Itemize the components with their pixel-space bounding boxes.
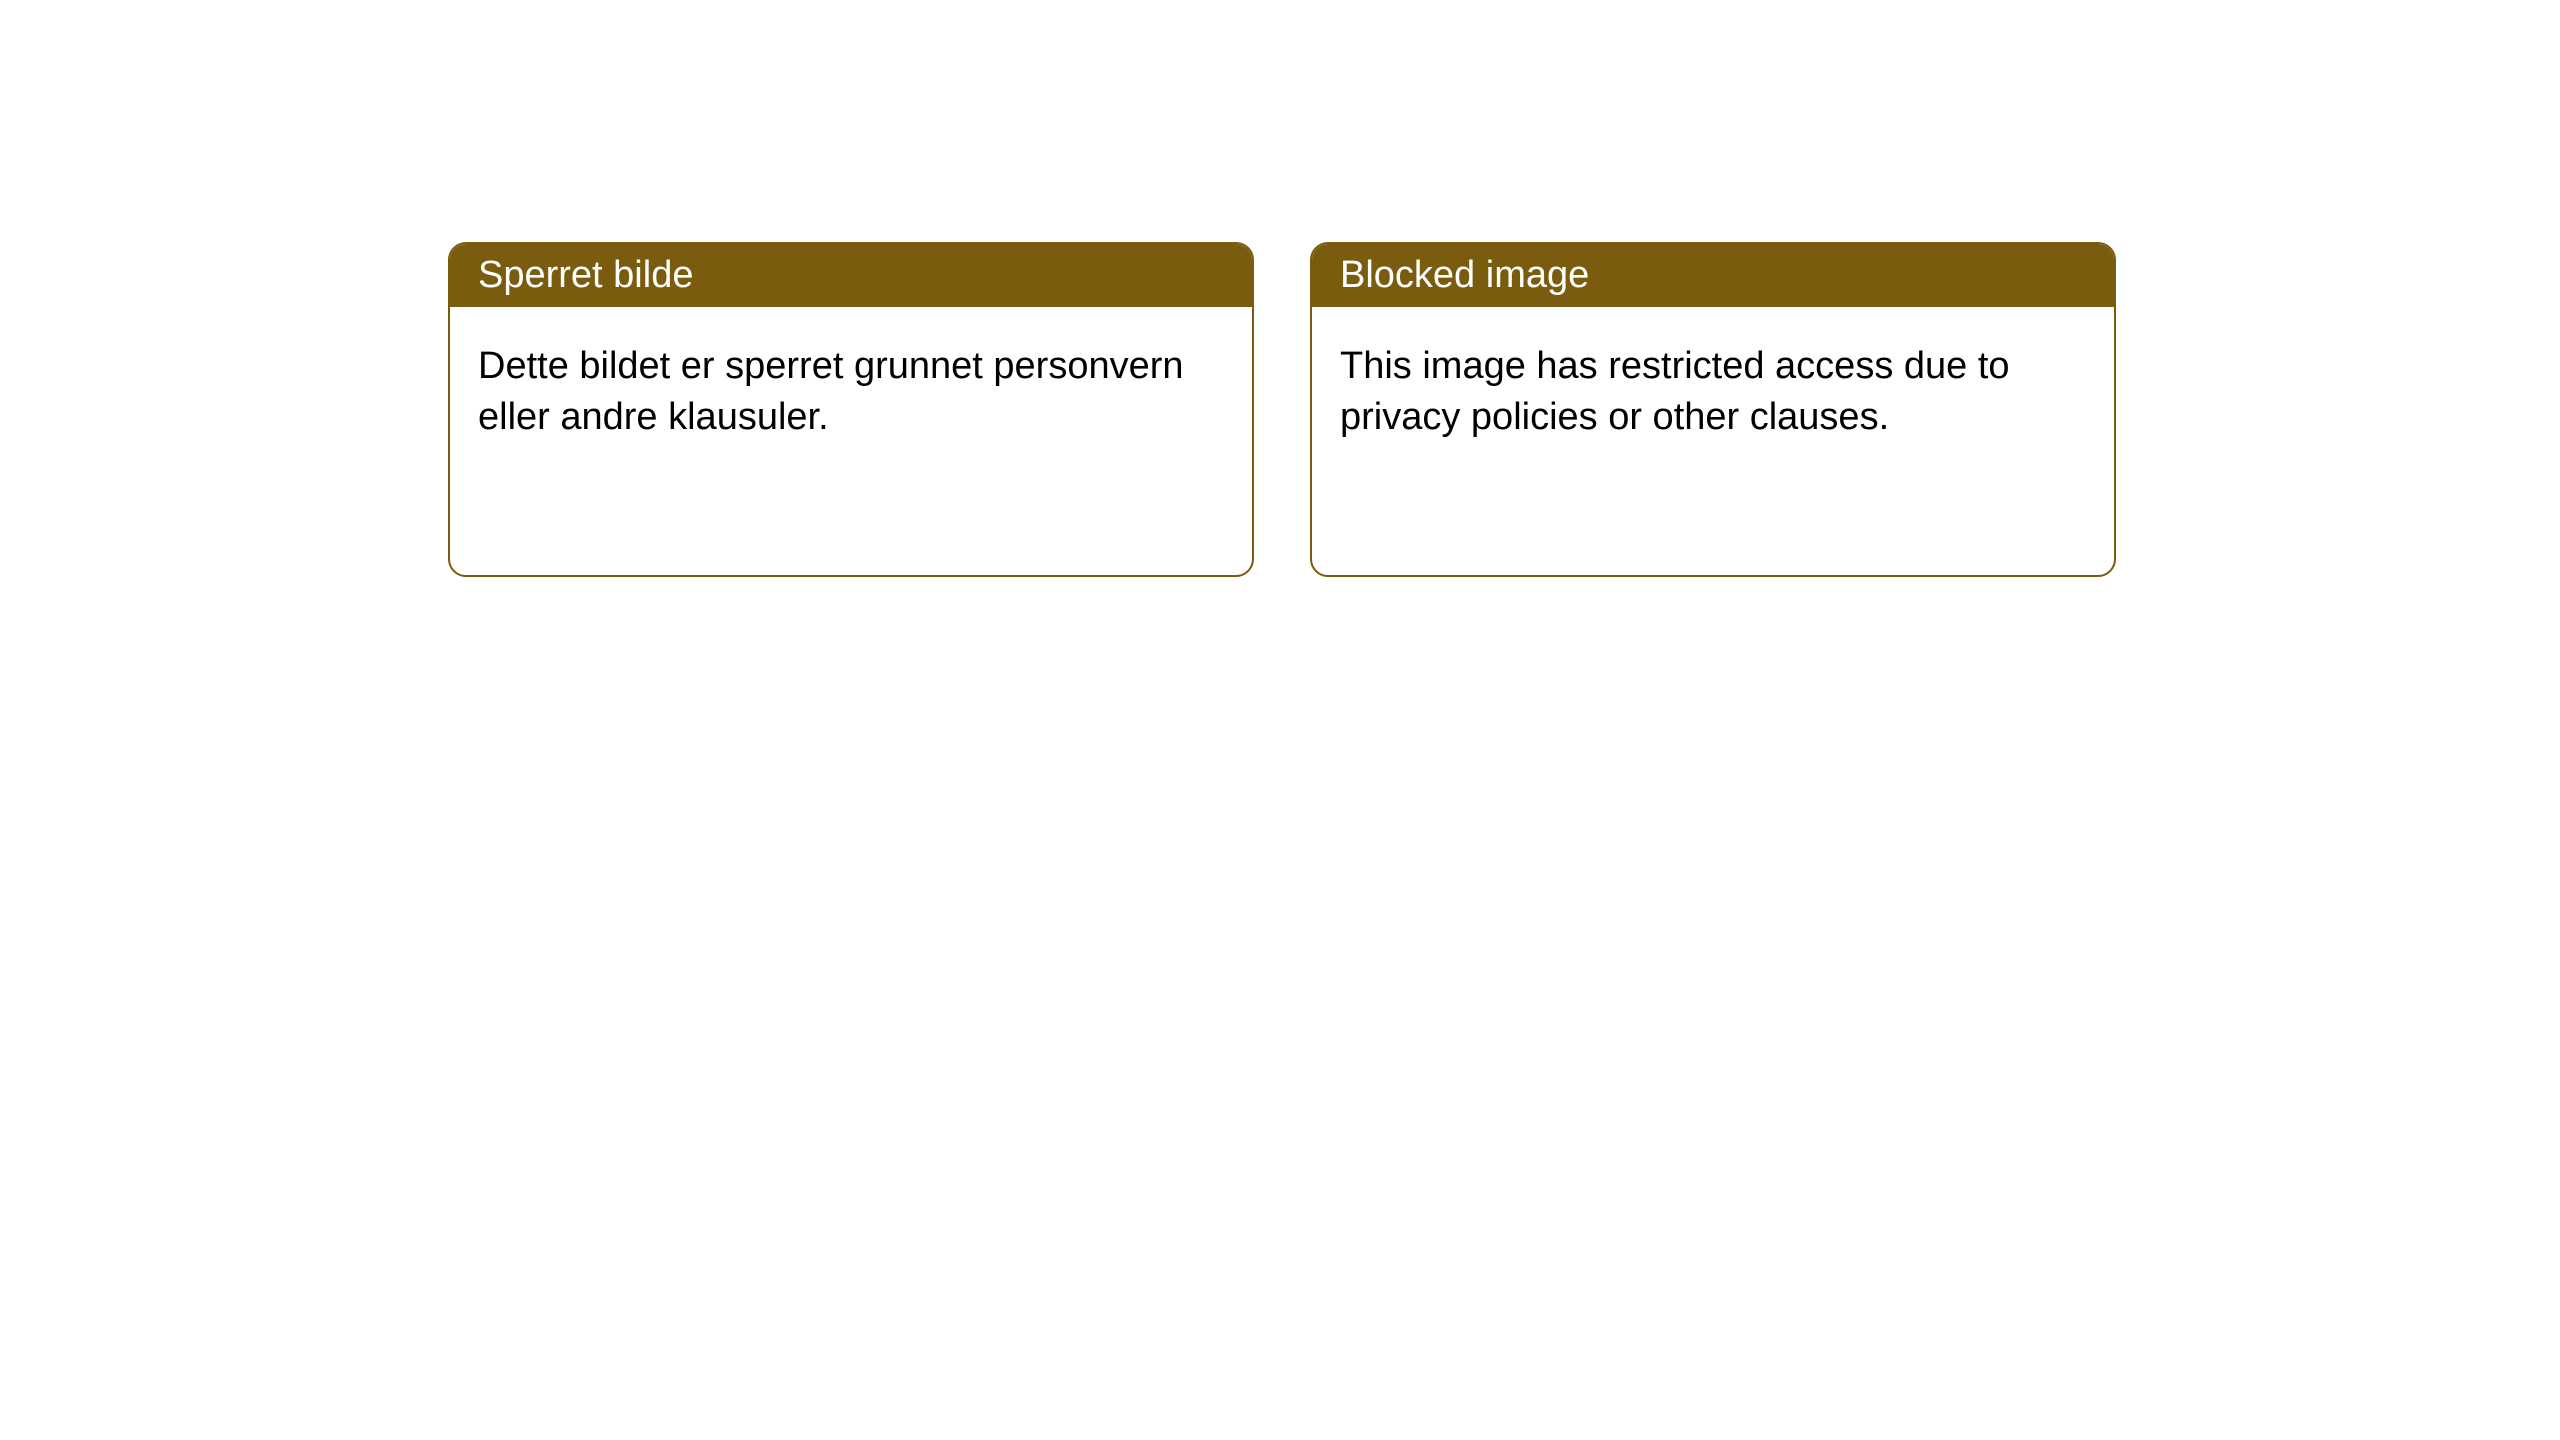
card-header-english: Blocked image bbox=[1312, 244, 2114, 307]
blocked-image-card-norwegian: Sperret bilde Dette bildet er sperret gr… bbox=[448, 242, 1254, 577]
card-message-norwegian: Dette bildet er sperret grunnet personve… bbox=[478, 345, 1184, 438]
blocked-image-card-english: Blocked image This image has restricted … bbox=[1310, 242, 2116, 577]
card-title-norwegian: Sperret bilde bbox=[478, 254, 693, 296]
card-body-english: This image has restricted access due to … bbox=[1312, 307, 2114, 478]
card-title-english: Blocked image bbox=[1340, 254, 1589, 296]
card-header-norwegian: Sperret bilde bbox=[450, 244, 1252, 307]
card-message-english: This image has restricted access due to … bbox=[1340, 345, 2010, 438]
notice-cards-container: Sperret bilde Dette bildet er sperret gr… bbox=[0, 0, 2560, 577]
card-body-norwegian: Dette bildet er sperret grunnet personve… bbox=[450, 307, 1252, 478]
